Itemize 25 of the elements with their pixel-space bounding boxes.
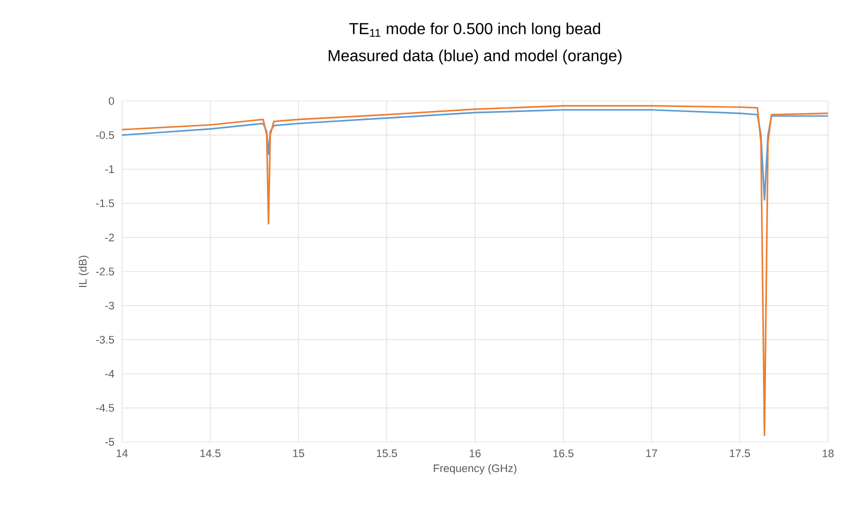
chart-subtitle: Measured data (blue) and model (orange) [328, 50, 622, 64]
x-tick-label: 17 [646, 450, 658, 458]
x-tick-label: 14 [116, 450, 128, 458]
y-tick-label: -5 [105, 438, 114, 446]
y-tick-label: -2.5 [96, 268, 114, 276]
x-tick-label: 16.5 [553, 450, 574, 458]
y-tick-label: -2 [105, 234, 114, 242]
y-tick-label: -4.5 [96, 404, 114, 412]
y-tick-label: -1.5 [96, 199, 114, 208]
y-tick-label: -1 [105, 165, 114, 173]
y-tick-label: -4 [105, 370, 114, 378]
y-tick-label: -3.5 [96, 336, 114, 344]
x-tick-label: 17.5 [730, 450, 750, 458]
x-tick-label: 16 [470, 450, 481, 458]
y-tick-label: 0 [108, 97, 114, 105]
line-series [121, 104, 829, 436]
x-tick-label: 14.5 [200, 450, 220, 458]
chart-title: TE$_{11}$ mode for 0.500 inch long bead [349, 22, 600, 38]
x-axis-title: Frequency (GHz) [434, 464, 516, 474]
x-tick-label: 15 [293, 450, 304, 458]
y-axis-title: IL (dB) [78, 256, 89, 287]
x-tick-label: 15.5 [376, 450, 397, 458]
y-tick-label: -3 [105, 302, 114, 310]
x-tick-label: 18 [822, 450, 834, 458]
y-tick-label: -0.5 [96, 131, 114, 139]
